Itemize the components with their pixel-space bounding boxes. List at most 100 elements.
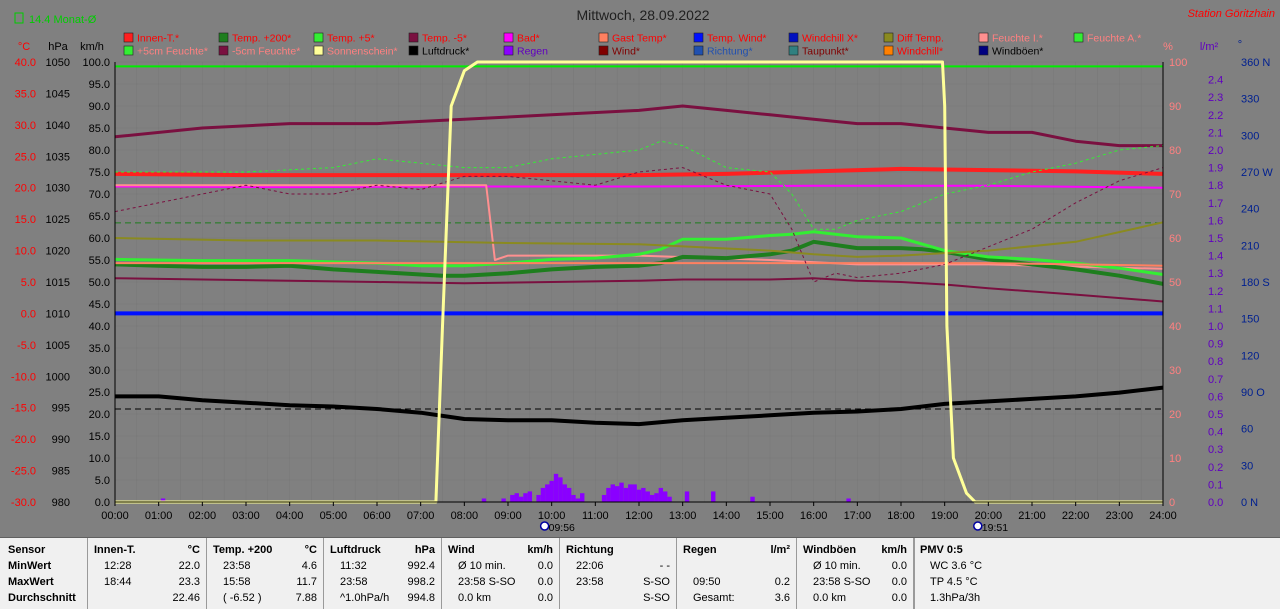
stats-value-row: ^1.0hPa/h 994.8 <box>324 590 441 606</box>
rain-bar <box>846 498 851 502</box>
axis-units: °C hPa km/h% l/m² ° <box>18 39 1242 53</box>
rain-tick-label: 0.6 <box>1208 391 1223 403</box>
direction-tick-label: 330 <box>1241 94 1259 106</box>
stats-cell-value: 0.0 <box>891 576 907 588</box>
wind-tick-label: 100.0 <box>82 57 110 69</box>
x-tick-label: 17:00 <box>844 510 872 522</box>
stats-cell-time: 18:44 <box>104 576 132 588</box>
stats-cell-value: 7.88 <box>295 592 317 604</box>
humidity-tick-label: 60 <box>1169 233 1181 245</box>
stats-header-row: Wind km/h <box>442 542 559 558</box>
rain-bar <box>518 496 524 502</box>
legend-label: Wind* <box>612 46 640 58</box>
rain-tick-label: 1.7 <box>1208 198 1223 210</box>
stats-row-label: MaxWert <box>8 576 54 588</box>
temp-tick-label: -10.0 <box>11 371 36 383</box>
rain-bar <box>663 491 668 502</box>
stats-value-row: 22.46 <box>88 590 206 606</box>
stats-column-title: PMV 0:5 <box>920 544 963 556</box>
x-tick-label: 23:00 <box>1106 510 1134 522</box>
axes: 40.0 35.0 30.0 25.0 20.0 15.0 10.0 5.0 0.0 -5.0 -1… <box>11 57 1273 522</box>
stats-cell-time: Gesamt: <box>693 592 735 604</box>
temp-tick-label: -5.0 <box>17 340 36 352</box>
x-tick-label: 22:00 <box>1062 510 1090 522</box>
stats-header-row: Luftdruck hPa <box>324 542 441 558</box>
rain-tick-label: 2.4 <box>1208 75 1223 87</box>
stats-cell-time: 09:50 <box>693 576 721 588</box>
stats-cell-time: 0.0 km <box>458 592 492 604</box>
sunset-time-label: 19:51 <box>982 522 1008 534</box>
rain-tick-label: 1.4 <box>1208 251 1223 263</box>
legend-label: Diff Temp. <box>897 33 944 45</box>
series-line <box>114 104 1163 148</box>
wind-tick-label: 15.0 <box>89 431 110 443</box>
stats-value-row: 23:58 4.6 <box>207 558 323 574</box>
rain-bar <box>481 498 487 502</box>
rain-bar <box>711 491 716 502</box>
rain-tick-label: 0.8 <box>1208 356 1223 368</box>
stats-cell-time: 23:58 S-SO <box>813 576 871 588</box>
wind-tick-label: 90.0 <box>89 101 110 113</box>
x-tick-label: 04:00 <box>276 510 304 522</box>
humidity-tick-label: 90 <box>1169 101 1181 113</box>
direction-tick-label: 60 <box>1241 424 1253 436</box>
stats-cell-time: TP 4.5 °C <box>930 576 978 588</box>
wind-tick-label: 20.0 <box>89 409 110 421</box>
stats-column-title: Wind <box>448 544 475 556</box>
temp-tick-label: 10.0 <box>15 246 36 258</box>
legend-label: Sonnenschein* <box>327 46 398 58</box>
wind-tick-label: 85.0 <box>89 123 110 135</box>
humidity-tick-label: 10 <box>1169 453 1181 465</box>
rain-bar <box>562 484 567 502</box>
series-line <box>115 184 1164 270</box>
x-tick-label: 24:00 <box>1149 510 1177 522</box>
temp-tick-label: 0.0 <box>21 308 36 320</box>
x-tick-label: 07:00 <box>407 510 435 522</box>
stats-row-label: Durchschnitt <box>8 592 76 604</box>
rain-bar <box>628 484 633 502</box>
rain-tick-label: 0.1 <box>1208 479 1223 491</box>
x-tick-label: 19:00 <box>931 510 959 522</box>
x-tick-label: 16:00 <box>800 510 828 522</box>
rain-tick-label: 0.4 <box>1208 427 1223 439</box>
wind-tick-label: 65.0 <box>89 211 110 223</box>
direction-tick-label: 150 <box>1241 314 1259 326</box>
rain-bar <box>536 494 541 502</box>
rain-bar <box>540 487 546 502</box>
rain-bar <box>527 491 533 502</box>
stats-column-title: Temp. +200 <box>213 544 273 556</box>
legend-label: Windböen* <box>992 46 1043 58</box>
series-lines <box>114 60 1164 504</box>
legend-swatch <box>978 45 989 56</box>
legend-label: Temp. +200* <box>232 33 291 45</box>
humidity-tick-label: 0 <box>1169 497 1175 509</box>
rain-bar <box>566 487 572 502</box>
humidity-tick-label: 70 <box>1169 189 1181 201</box>
stats-column-unit: °C <box>304 544 317 556</box>
stats-cell-value: 4.6 <box>301 560 317 572</box>
legend-swatch <box>503 45 514 56</box>
wind-tick-label: 75.0 <box>89 167 110 179</box>
x-tick-label: 09:00 <box>494 510 522 522</box>
grid <box>114 61 1164 503</box>
stats-cell-value: S-SO <box>643 592 670 604</box>
x-tick-label: 00:00 <box>101 510 129 522</box>
wind-tick-label: 0.0 <box>95 497 110 509</box>
legend-label: Feuchte I.* <box>992 33 1043 45</box>
rain-axis-unit: l/m² <box>1200 41 1219 53</box>
stats-column: Luftdruck hPa 11:32 992.4 23:58 998.2 ^1.0hPa/… <box>324 538 442 609</box>
stats-cell-time: 23:58 S-SO <box>458 576 516 588</box>
pressure-tick-label: 985 <box>52 466 70 478</box>
x-tick-label: 13:00 <box>669 510 697 522</box>
wind-tick-label: 25.0 <box>89 387 110 399</box>
rain-tick-label: 2.2 <box>1208 110 1223 122</box>
x-tick-label: 01:00 <box>145 510 173 522</box>
humidity-tick-label: 80 <box>1169 145 1181 157</box>
stats-cell-time: ^1.0hPa/h <box>340 592 390 604</box>
stats-cell-value: 0.0 <box>537 560 553 572</box>
stats-cell-time: 23:58 <box>576 576 604 588</box>
rain-tick-label: 1.0 <box>1208 321 1223 333</box>
stats-value-row: 23:58 998.2 <box>324 574 441 590</box>
stats-value-row: Gesamt: 3.6 <box>677 590 796 606</box>
pressure-tick-label: 1010 <box>46 308 70 320</box>
